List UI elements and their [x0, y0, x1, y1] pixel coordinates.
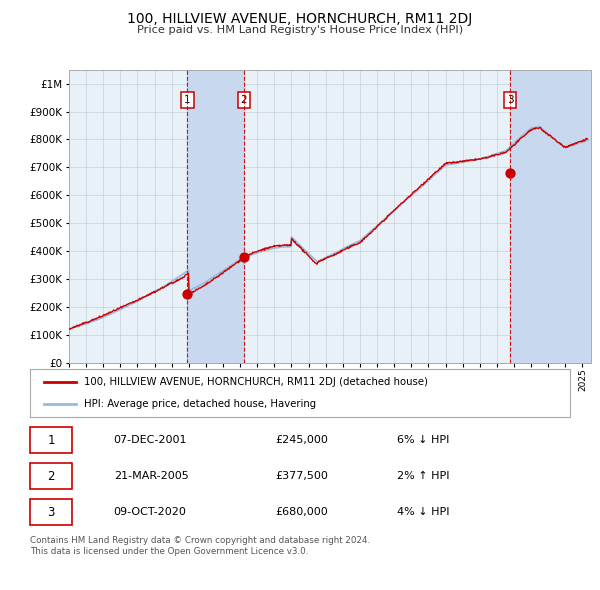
Text: 6% ↓ HPI: 6% ↓ HPI — [397, 435, 449, 445]
FancyBboxPatch shape — [30, 427, 72, 453]
Text: 09-OCT-2020: 09-OCT-2020 — [114, 507, 187, 517]
Bar — [510, 70, 591, 363]
Text: 1: 1 — [47, 434, 55, 447]
Point — [182, 290, 192, 299]
Text: 4% ↓ HPI: 4% ↓ HPI — [397, 507, 450, 517]
Text: Contains HM Land Registry data © Crown copyright and database right 2024.: Contains HM Land Registry data © Crown c… — [30, 536, 370, 545]
Text: 100, HILLVIEW AVENUE, HORNCHURCH, RM11 2DJ (detached house): 100, HILLVIEW AVENUE, HORNCHURCH, RM11 2… — [84, 377, 428, 387]
Text: 100, HILLVIEW AVENUE, HORNCHURCH, RM11 2DJ: 100, HILLVIEW AVENUE, HORNCHURCH, RM11 2… — [127, 12, 473, 26]
FancyBboxPatch shape — [30, 499, 72, 525]
Point — [505, 168, 515, 178]
Point — [239, 253, 249, 262]
Text: £245,000: £245,000 — [276, 435, 329, 445]
Text: This data is licensed under the Open Government Licence v3.0.: This data is licensed under the Open Gov… — [30, 547, 308, 556]
Text: 2% ↑ HPI: 2% ↑ HPI — [397, 471, 450, 481]
FancyBboxPatch shape — [30, 463, 72, 489]
Text: Price paid vs. HM Land Registry's House Price Index (HPI): Price paid vs. HM Land Registry's House … — [137, 25, 463, 35]
Text: 2: 2 — [241, 96, 247, 106]
Text: 3: 3 — [507, 96, 514, 106]
Text: 07-DEC-2001: 07-DEC-2001 — [114, 435, 187, 445]
Text: 21-MAR-2005: 21-MAR-2005 — [114, 471, 188, 481]
Bar — [187, 70, 244, 363]
Text: 2: 2 — [47, 470, 55, 483]
Text: £680,000: £680,000 — [276, 507, 328, 517]
Text: 1: 1 — [184, 96, 191, 106]
Text: HPI: Average price, detached house, Havering: HPI: Average price, detached house, Have… — [84, 399, 316, 409]
Text: £377,500: £377,500 — [276, 471, 329, 481]
Text: 3: 3 — [47, 506, 55, 519]
